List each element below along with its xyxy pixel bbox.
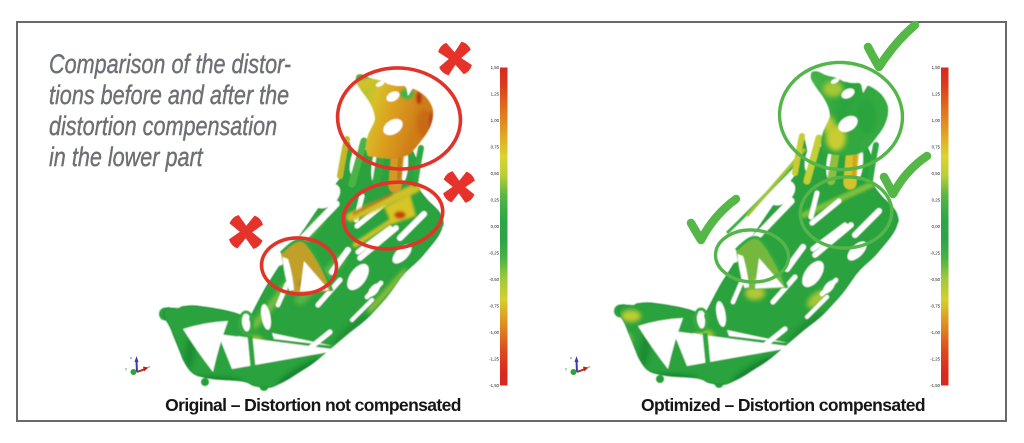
svg-text:-0,75: -0,75 bbox=[489, 304, 499, 309]
svg-text:1,00: 1,00 bbox=[932, 118, 941, 123]
svg-text:1,25: 1,25 bbox=[491, 92, 500, 97]
svg-text:-0,50: -0,50 bbox=[930, 277, 940, 282]
svg-text:-0,50: -0,50 bbox=[489, 277, 499, 282]
svg-text:1,00: 1,00 bbox=[491, 118, 500, 123]
svg-text:1,50: 1,50 bbox=[491, 65, 500, 70]
svg-text:0,75: 0,75 bbox=[491, 145, 500, 150]
svg-text:-0,75: -0,75 bbox=[930, 304, 940, 309]
svg-text:z: z bbox=[130, 355, 132, 360]
svg-text:0,25: 0,25 bbox=[491, 198, 500, 203]
svg-text:0,50: 0,50 bbox=[932, 171, 941, 176]
svg-text:x: x bbox=[148, 364, 150, 369]
svg-text:1,25: 1,25 bbox=[932, 92, 941, 97]
svg-text:0,50: 0,50 bbox=[491, 171, 500, 176]
svg-text:-0,25: -0,25 bbox=[489, 251, 499, 256]
svg-text:0,25: 0,25 bbox=[932, 198, 941, 203]
svg-text:-1,50: -1,50 bbox=[930, 383, 940, 388]
svg-text:y: y bbox=[125, 366, 127, 371]
svg-text:-1,00: -1,00 bbox=[489, 330, 499, 335]
svg-text:-1,25: -1,25 bbox=[930, 357, 940, 362]
svg-text:-1,50: -1,50 bbox=[489, 383, 499, 388]
svg-text:0,75: 0,75 bbox=[932, 145, 941, 150]
svg-text:1,50: 1,50 bbox=[932, 65, 941, 70]
svg-text:-1,00: -1,00 bbox=[930, 330, 940, 335]
svg-text:0,00: 0,00 bbox=[491, 224, 500, 229]
svg-text:0,00: 0,00 bbox=[932, 224, 941, 229]
svg-text:-0,25: -0,25 bbox=[930, 251, 940, 256]
svg-text:-1,25: -1,25 bbox=[489, 357, 499, 362]
